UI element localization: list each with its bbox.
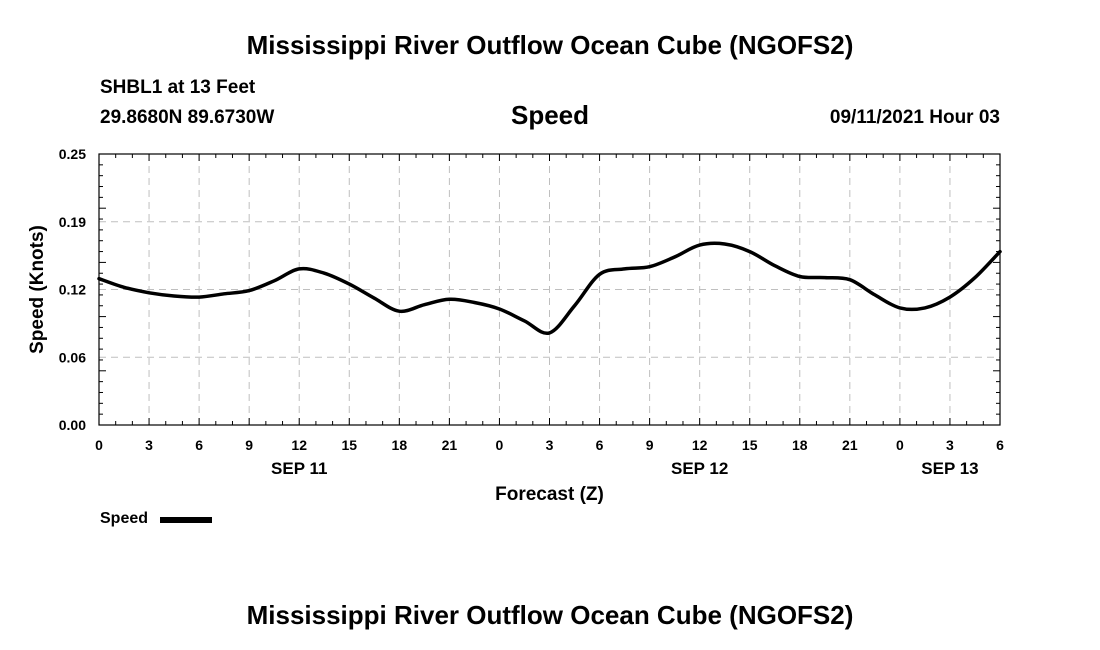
x-axis: 0 3 6 9 12 15 18 21 0 3 6 9 12 15 18 21 0 3 6 xyxy=(95,437,1004,453)
datetime-label: 09/11/2021 Hour 03 xyxy=(829,107,1000,128)
x-tick-label: 15 xyxy=(742,437,758,453)
y-tick-label: 0.25 xyxy=(59,146,86,162)
date-label: SEP 11 xyxy=(271,459,327,478)
x-tick-label: 0 xyxy=(896,437,904,453)
y-axis-title: Speed (Knots) xyxy=(27,225,48,354)
grid xyxy=(99,154,1000,425)
x-tick-label: 15 xyxy=(341,437,357,453)
date-label: SEP 13 xyxy=(921,459,978,478)
legend-label: Speed xyxy=(100,510,149,527)
x-tick-label: 12 xyxy=(692,437,708,453)
coordinates-label: 29.8680N 89.6730W xyxy=(100,107,275,128)
x-tick-label: 3 xyxy=(946,437,954,453)
x-tick-label: 21 xyxy=(842,437,858,453)
x-tick-label: 0 xyxy=(95,437,103,453)
x-tick-label: 21 xyxy=(442,437,458,453)
x-tick-label: 3 xyxy=(546,437,554,453)
x-tick-label: 6 xyxy=(596,437,604,453)
main-title-bottom: Mississippi River Outflow Ocean Cube (NG… xyxy=(246,600,854,630)
x-axis-title: Forecast (Z) xyxy=(495,484,604,505)
y-tick-label: 0.00 xyxy=(59,417,86,433)
x-tick-label: 0 xyxy=(496,437,504,453)
x-tick-label: 12 xyxy=(291,437,307,453)
y-tick-label: 0.19 xyxy=(59,214,86,230)
x-tick-label: 9 xyxy=(646,437,654,453)
x-tick-label: 3 xyxy=(145,437,153,453)
x-tick-label: 6 xyxy=(996,437,1004,453)
x-tick-label: 18 xyxy=(792,437,808,453)
date-label: SEP 12 xyxy=(671,459,728,478)
y-tick-label: 0.06 xyxy=(59,349,86,365)
plot-title: Speed xyxy=(510,100,590,130)
y-tick-label: 0.12 xyxy=(59,282,86,298)
date-labels: SEP 11 SEP 12 SEP 13 xyxy=(271,459,979,478)
y-axis: 0.00 0.06 0.12 0.19 0.25 xyxy=(59,146,86,433)
x-tick-label: 6 xyxy=(195,437,203,453)
x-tick-label: 18 xyxy=(392,437,408,453)
main-title-top: Mississippi River Outflow Ocean Cube (NG… xyxy=(246,30,854,60)
minor-ticks xyxy=(98,153,1001,426)
x-tick-label: 9 xyxy=(245,437,253,453)
speed-series-line xyxy=(97,241,1002,336)
legend-swatch xyxy=(160,517,212,523)
station-label: SHBL1 at 13 Feet xyxy=(100,77,256,98)
